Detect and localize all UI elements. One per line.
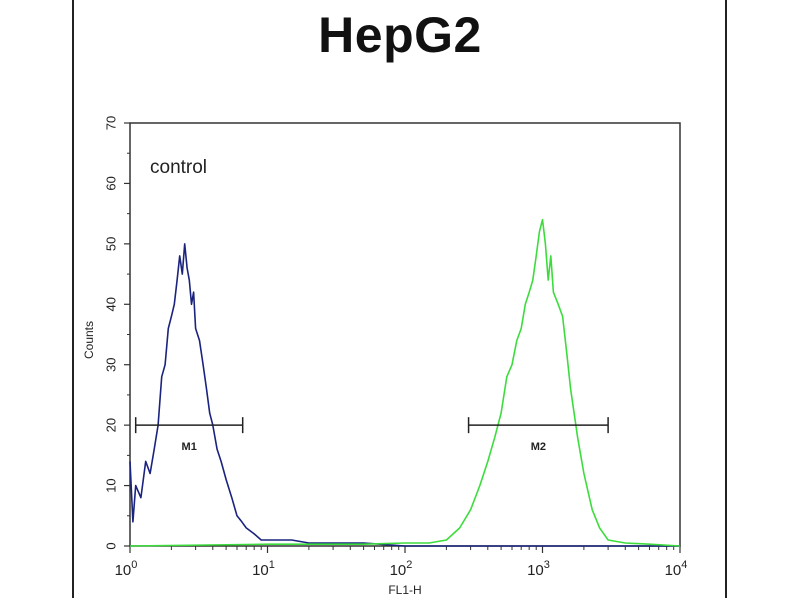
series-layer [129, 218, 681, 547]
chart-title: HepG2 [318, 7, 482, 63]
x-tick-base: 10 [527, 562, 544, 579]
y-tick-label: 50 [103, 237, 118, 251]
y-tick-label: 30 [103, 357, 118, 371]
x-tick-base: 10 [665, 562, 682, 579]
x-tick-base: 10 [390, 562, 407, 579]
plot-area [129, 122, 681, 547]
x-tick-exponent: 3 [544, 559, 550, 571]
series-line-1 [129, 243, 680, 547]
gate-label: M2 [531, 441, 546, 453]
x-tick-label: 101 [252, 559, 275, 579]
control-annotation: control [150, 157, 207, 178]
x-axis-label: FL1-H [388, 583, 421, 597]
x-tick-exponent: 4 [681, 559, 687, 571]
x-tick-label: 103 [527, 559, 550, 579]
y-axis-label: Counts [82, 321, 96, 359]
x-tick-exponent: 2 [406, 559, 412, 571]
y-tick-label: 60 [103, 176, 118, 190]
x-tick-label: 104 [665, 559, 688, 579]
y-tick-label: 20 [103, 418, 118, 432]
x-tick-label: 102 [390, 559, 413, 579]
x-tick-label: 100 [115, 559, 138, 579]
x-tick-exponent: 1 [269, 559, 275, 571]
series-line-2 [129, 218, 681, 547]
y-tick-label: 0 [103, 542, 118, 549]
x-tick-exponent: 0 [131, 559, 137, 571]
figure-frame [72, 0, 727, 598]
x-tick-base: 10 [115, 562, 132, 579]
gate-label: M1 [182, 441, 197, 453]
y-tick-label: 70 [103, 116, 118, 130]
y-tick-label: 40 [103, 297, 118, 311]
y-tick-label: 10 [103, 478, 118, 492]
x-tick-base: 10 [252, 562, 269, 579]
marker-layer: M1 M2 [134, 417, 609, 453]
y-axis-ticks: 0 10 20 30 40 50 60 70 [103, 116, 130, 550]
x-axis-ticks: 100 101 102 103 104 [115, 546, 688, 579]
